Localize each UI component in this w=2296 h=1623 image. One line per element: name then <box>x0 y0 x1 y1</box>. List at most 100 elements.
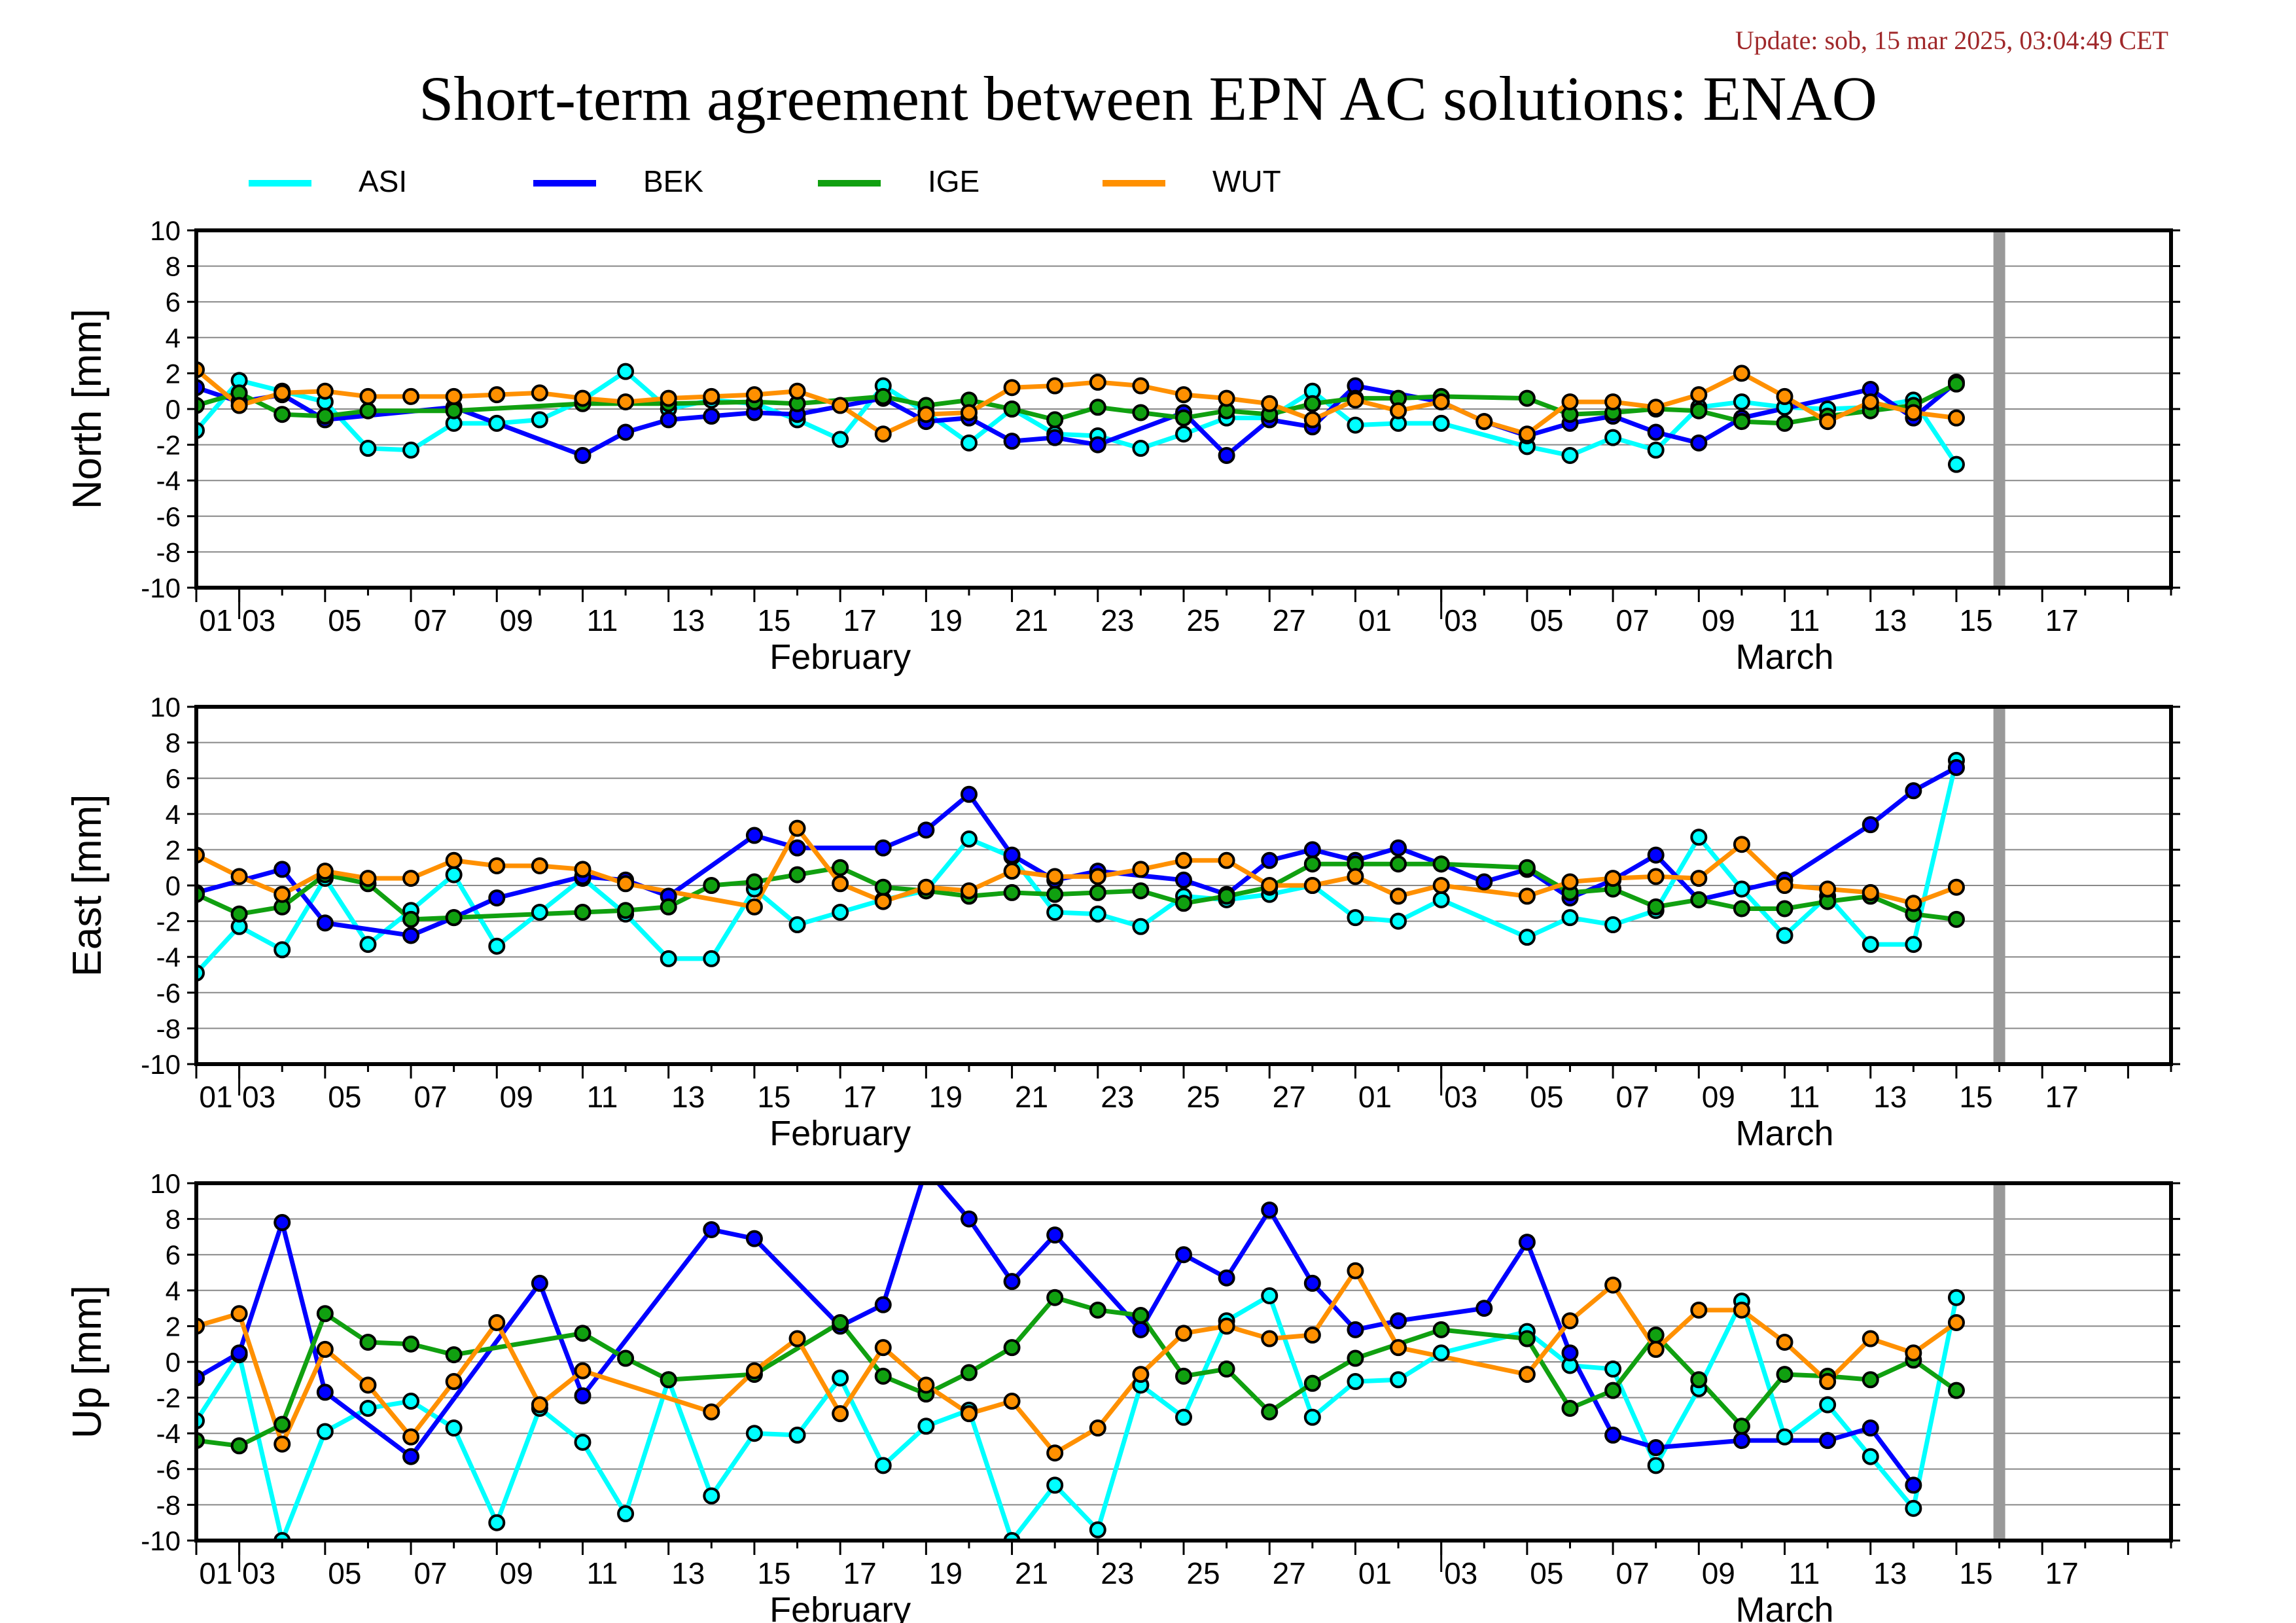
y-tick-label: -6 <box>156 978 181 1008</box>
data-point-wut <box>230 868 248 885</box>
data-point-bek <box>488 889 506 907</box>
data-point-ige <box>1089 399 1106 416</box>
y-tick-label: 4 <box>166 1275 181 1306</box>
data-point-bek <box>1604 1426 1622 1444</box>
data-point-ige <box>445 1346 463 1364</box>
data-point-bek <box>1046 429 1064 446</box>
data-point-wut <box>1089 374 1106 391</box>
data-point-wut <box>1776 387 1793 405</box>
data-point-wut <box>1046 868 1064 885</box>
data-point-wut <box>359 1376 377 1394</box>
data-point-asi <box>445 866 463 883</box>
data-point-asi <box>874 1457 892 1474</box>
data-point-ige <box>1261 1403 1279 1421</box>
x-tick-label: 23 <box>1101 1556 1134 1590</box>
x-tick-label: 17 <box>843 1556 877 1590</box>
x-tick-label: 21 <box>1015 1080 1048 1114</box>
data-point-asi <box>359 440 377 457</box>
data-point-ige <box>703 877 720 894</box>
data-point-bek <box>703 407 720 425</box>
x-tick-label: 09 <box>1702 1556 1735 1590</box>
data-point-wut <box>917 1376 935 1394</box>
data-point-asi <box>788 1426 806 1444</box>
x-tick-label: 09 <box>500 603 533 637</box>
x-tick-label: 03 <box>1444 1080 1477 1114</box>
y-tick-label: -10 <box>141 1525 181 1556</box>
x-tick-label: 09 <box>1702 603 1735 637</box>
data-point-asi <box>359 936 377 954</box>
legend-swatch-bek <box>533 180 596 187</box>
data-point-bek <box>1261 851 1279 869</box>
y-tick-label: 10 <box>150 692 181 722</box>
x-tick-label: 17 <box>2045 603 2079 637</box>
data-point-bek <box>1303 841 1321 859</box>
x-tick-label: 17 <box>2045 1556 2079 1590</box>
data-point-wut <box>703 1403 720 1421</box>
data-point-bek <box>1647 423 1665 441</box>
data-point-bek <box>274 861 291 878</box>
data-point-ige <box>1647 898 1665 916</box>
data-point-asi <box>1776 1428 1793 1446</box>
data-point-wut <box>1390 402 1407 419</box>
data-point-ige <box>1518 859 1536 876</box>
data-point-bek <box>1218 1269 1235 1287</box>
data-point-wut <box>1819 880 1837 898</box>
x-tick-label: 11 <box>1789 1080 1820 1114</box>
legend: ASI BEK IGE WUT <box>0 157 2296 203</box>
data-point-ige <box>832 859 849 876</box>
data-point-asi <box>1432 414 1450 432</box>
data-point-wut <box>445 1373 463 1391</box>
data-point-wut <box>1733 836 1750 853</box>
y-tick-label: -10 <box>141 573 181 603</box>
data-point-wut <box>917 406 935 423</box>
data-point-bek <box>1046 1226 1064 1244</box>
x-tick-label: 25 <box>1186 1556 1220 1590</box>
x-tick-label: 17 <box>2045 1080 2079 1114</box>
data-point-wut <box>1003 379 1021 397</box>
data-point-asi <box>1776 927 1793 944</box>
x-tick-label: 15 <box>1959 1556 1992 1590</box>
data-point-asi <box>1604 1360 1622 1378</box>
data-point-wut <box>1261 877 1279 894</box>
y-tick-label: -4 <box>156 942 181 972</box>
data-point-ige <box>1947 1382 1965 1399</box>
data-point-bek <box>1390 1312 1407 1330</box>
data-point-wut <box>832 875 849 893</box>
data-point-bek <box>1003 1273 1021 1291</box>
x-tick-label: 09 <box>1702 1080 1735 1114</box>
data-point-ige <box>617 902 635 919</box>
data-point-bek <box>1261 1201 1279 1219</box>
data-point-ige <box>402 910 420 928</box>
data-point-asi <box>574 1433 592 1451</box>
data-point-wut <box>1518 425 1536 443</box>
y-tick-label: -6 <box>156 1454 181 1485</box>
x-tick-label: 13 <box>671 603 705 637</box>
x-tick-label: 09 <box>500 1080 533 1114</box>
data-point-bek <box>1647 846 1665 864</box>
data-point-asi <box>745 1425 763 1442</box>
x-tick-label: 27 <box>1273 1556 1306 1590</box>
data-point-ige <box>1733 1418 1750 1435</box>
data-point-ige <box>1776 414 1793 432</box>
data-point-wut <box>488 1313 506 1331</box>
data-point-wut <box>1132 1366 1150 1383</box>
data-point-wut <box>617 393 635 411</box>
data-point-ige <box>1218 1360 1235 1378</box>
x-tick-label: 19 <box>929 603 963 637</box>
data-point-wut <box>1303 1327 1321 1344</box>
data-point-bek <box>1003 433 1021 450</box>
data-point-wut <box>1303 411 1321 429</box>
x-tick-label: 13 <box>671 1556 705 1590</box>
data-point-wut <box>1175 386 1192 404</box>
data-point-wut <box>660 389 677 407</box>
data-point-wut <box>316 863 334 880</box>
data-point-wut <box>531 384 548 402</box>
data-point-ige <box>445 909 463 927</box>
data-point-asi <box>1604 916 1622 934</box>
month-label: March <box>1736 1590 1834 1623</box>
data-point-wut <box>1862 1330 1879 1347</box>
data-point-wut <box>1647 399 1665 416</box>
y-tick-label: 4 <box>166 323 181 353</box>
data-point-asi <box>402 441 420 459</box>
data-point-ige <box>1518 1330 1536 1347</box>
